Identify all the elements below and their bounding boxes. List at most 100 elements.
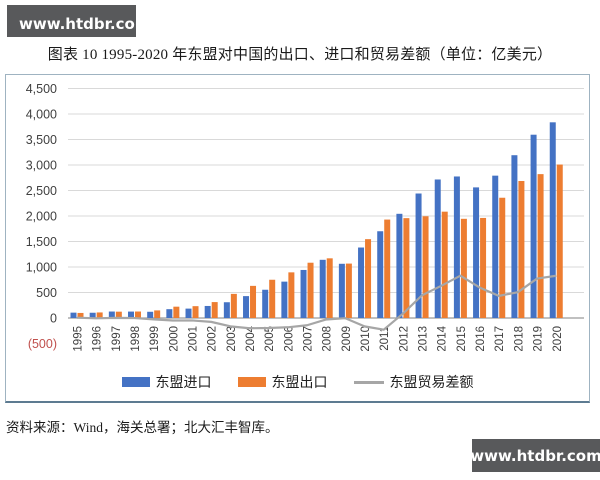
- x-tick-label: 2013: [418, 326, 430, 352]
- x-tick-label: 2014: [437, 325, 449, 351]
- bar-import: [530, 134, 537, 318]
- source-note: 资料来源：Wind，海关总署；北大汇丰智库。: [6, 420, 279, 435]
- bar-import: [128, 311, 135, 318]
- bar-import: [377, 231, 384, 318]
- legend-item: 东盟贸易差额: [353, 372, 474, 392]
- bar-export: [307, 262, 314, 318]
- chart-frame: 4,500 4,000 3,500 3,000 2,500 2,000 1,500 1,000…: [5, 74, 590, 403]
- bar-export: [345, 263, 352, 318]
- x-tick-label: 2009: [341, 326, 353, 352]
- x-tick-label: 2001: [188, 326, 200, 352]
- legend-item: 东盟出口: [237, 372, 328, 392]
- x-tick-label: 2007: [303, 326, 315, 352]
- x-tick-label: 2005: [264, 326, 276, 352]
- bar-import: [415, 193, 422, 318]
- y-tick-label: (500): [28, 337, 57, 351]
- bar-import: [434, 179, 441, 318]
- x-tick-label: 2015: [456, 326, 468, 352]
- bar-import: [453, 176, 460, 318]
- bar-import: [358, 247, 365, 318]
- legend-label: 东盟贸易差额: [389, 376, 474, 391]
- bar-export: [288, 272, 295, 318]
- y-tick-label: 500: [36, 286, 57, 300]
- x-tick-label: 2002: [207, 326, 219, 352]
- bar-import: [147, 311, 154, 318]
- y-tick-label: 3,500: [26, 133, 57, 147]
- y-tick-label: 3,000: [26, 159, 57, 173]
- bar-import: [262, 289, 269, 318]
- x-tick-label: 1999: [149, 326, 161, 352]
- x-tick-label: 2000: [168, 326, 180, 352]
- bar-import: [166, 309, 173, 318]
- y-tick-label: 4,500: [26, 82, 57, 96]
- bar-import: [319, 259, 326, 318]
- bar-import: [281, 281, 288, 318]
- bar-export: [211, 302, 218, 318]
- bar-export: [384, 219, 391, 318]
- legend-item: 东盟进口: [121, 372, 212, 392]
- x-tick-label: 1995: [73, 326, 85, 352]
- bar-export: [77, 312, 84, 318]
- y-tick-label: 2,500: [26, 184, 57, 198]
- bar-export: [192, 306, 199, 318]
- bar-import: [396, 213, 403, 318]
- bar-export: [480, 217, 487, 318]
- y-tick-label: 1,500: [26, 235, 57, 249]
- x-tick-label: 2019: [533, 326, 545, 352]
- bar-import: [204, 305, 211, 318]
- legend-bar-swatch: [121, 377, 150, 387]
- bar-import: [549, 122, 556, 318]
- bar-export: [326, 258, 333, 318]
- bar-export: [422, 216, 429, 318]
- watermark-top-text: www.htdbr.com: [19, 15, 151, 33]
- bar-import: [223, 302, 230, 318]
- x-tick-label: 2018: [513, 326, 525, 352]
- bar-export: [250, 285, 257, 318]
- x-tick-label: 2003: [226, 326, 238, 352]
- x-tick-label: 2016: [475, 326, 487, 352]
- legend-label: 东盟进口: [155, 376, 212, 391]
- bar-export: [230, 293, 237, 318]
- x-tick-label: 2006: [283, 326, 295, 352]
- x-tick-label: 2017: [494, 326, 506, 352]
- bar-import: [300, 269, 307, 318]
- watermark-bottom-text: www.htdbr.com: [470, 446, 600, 465]
- x-tick-label: 1998: [130, 326, 142, 352]
- x-tick-label: 2010: [360, 326, 372, 352]
- chart-title: 图表 10 1995-2020 年东盟对中国的出口、进口和贸易差额（单位：亿美元…: [47, 47, 553, 63]
- bar-import: [473, 187, 480, 318]
- bar-import: [89, 312, 96, 318]
- bar-import: [511, 155, 518, 318]
- bar-export: [135, 311, 142, 318]
- bar-import: [338, 263, 345, 318]
- x-tick-label: 2011: [379, 326, 391, 351]
- bar-export: [365, 239, 372, 318]
- bar-export: [173, 306, 180, 318]
- bar-import: [70, 312, 77, 318]
- bar-export: [154, 310, 161, 318]
- bar-export: [518, 181, 525, 318]
- chart-legend: 东盟进口 东盟出口 东盟贸易差额: [6, 372, 589, 392]
- bar-export: [499, 197, 506, 318]
- legend-label: 东盟出口: [271, 376, 328, 391]
- y-tick-label: 2,000: [26, 210, 57, 224]
- x-tick-label: 1997: [111, 326, 123, 352]
- bar-export: [441, 211, 448, 318]
- x-tick-label: 2020: [552, 326, 564, 352]
- bar-export: [556, 164, 563, 318]
- legend-line-swatch: [353, 380, 384, 384]
- bar-export: [269, 279, 276, 318]
- x-tick-label: 2008: [322, 326, 334, 352]
- y-tick-label: 4,000: [26, 108, 57, 122]
- bar-import: [108, 311, 115, 318]
- y-tick-label: 0: [50, 312, 57, 326]
- watermark-top: www.htdbr.com: [7, 5, 150, 37]
- y-tick-label: 1,000: [26, 261, 57, 275]
- bar-import: [185, 308, 192, 318]
- bar-import: [243, 296, 250, 318]
- bar-export: [96, 312, 103, 318]
- bar-export: [403, 218, 410, 318]
- legend-bar-swatch: [237, 377, 266, 387]
- x-tick-label: 2004: [245, 325, 257, 351]
- x-tick-label: 1996: [92, 326, 104, 352]
